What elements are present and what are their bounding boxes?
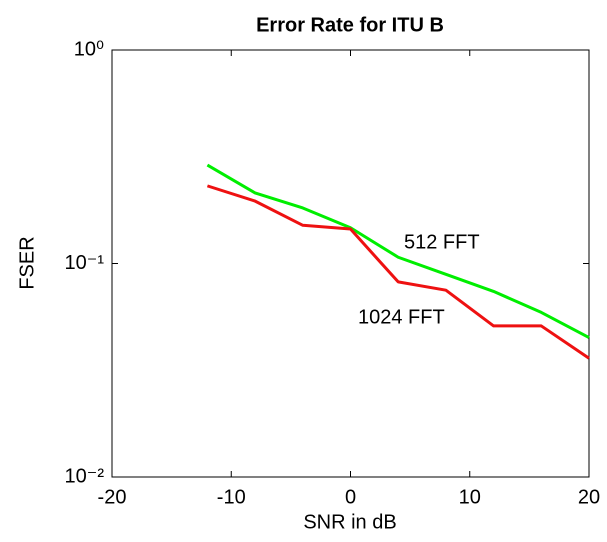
series-label: 1024 FFT — [358, 306, 445, 328]
x-tick-label: 20 — [578, 486, 600, 508]
x-tick-label: 10 — [459, 486, 481, 508]
data-line — [206, 163, 590, 339]
x-tick-label: -20 — [98, 486, 127, 508]
chart-title: Error Rate for ITU B — [256, 14, 444, 36]
x-tick-label: 0 — [345, 486, 356, 508]
x-tick-label: -10 — [217, 486, 246, 508]
x-axis-label: SNR in dB — [303, 511, 396, 533]
y-tick-label: 10⁰ — [74, 38, 104, 60]
y-tick-label: 10⁻¹ — [65, 252, 105, 274]
series-label: 512 FFT — [404, 231, 480, 253]
data-line — [206, 184, 590, 360]
y-tick-label: 10⁻² — [65, 465, 105, 487]
y-axis-label: FSER — [16, 236, 38, 289]
